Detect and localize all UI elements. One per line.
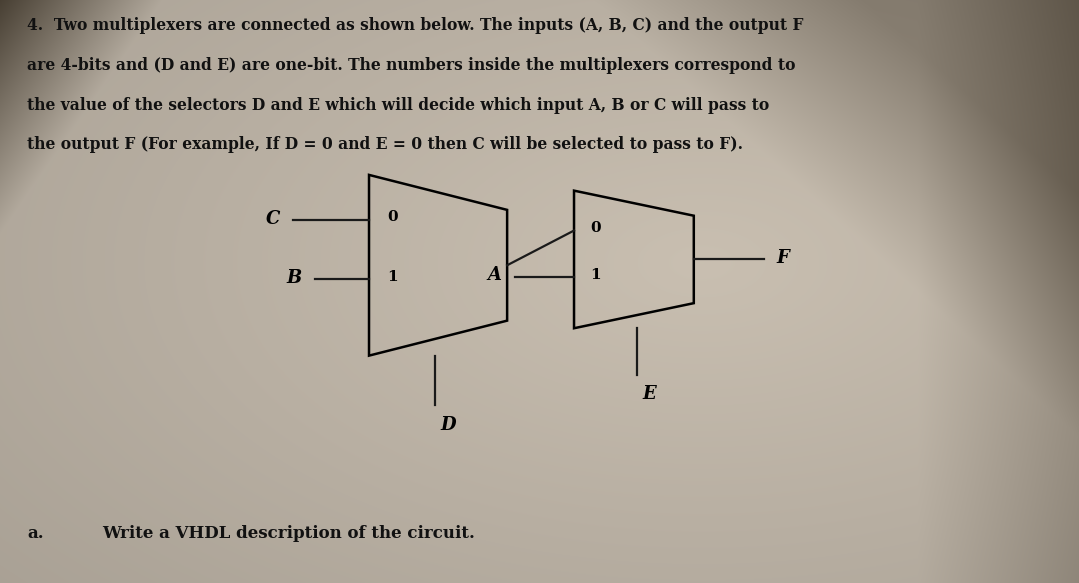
Text: C: C bbox=[267, 210, 281, 228]
Text: 1: 1 bbox=[590, 268, 601, 282]
Text: D: D bbox=[440, 416, 455, 434]
Text: 1: 1 bbox=[387, 270, 398, 284]
Text: the value of the selectors D and E which will decide which input A, B or C will : the value of the selectors D and E which… bbox=[27, 97, 769, 114]
Text: are 4-bits and (D and E) are one-bit. The numbers inside the multiplexers corres: are 4-bits and (D and E) are one-bit. Th… bbox=[27, 57, 795, 74]
Text: F: F bbox=[777, 250, 790, 267]
Text: 4.  Two multiplexers are connected as shown below. The inputs (A, B, C) and the : 4. Two multiplexers are connected as sho… bbox=[27, 17, 804, 34]
Text: 0: 0 bbox=[387, 210, 398, 224]
Text: B: B bbox=[287, 269, 302, 287]
Text: a.: a. bbox=[27, 525, 43, 542]
Text: 0: 0 bbox=[590, 220, 601, 234]
Text: E: E bbox=[643, 385, 656, 403]
Text: the output F (For example, If D = 0 and E = 0 then C will be selected to pass to: the output F (For example, If D = 0 and … bbox=[27, 136, 743, 153]
Text: A: A bbox=[488, 266, 502, 285]
Text: Write a VHDL description of the circuit.: Write a VHDL description of the circuit. bbox=[103, 525, 476, 542]
